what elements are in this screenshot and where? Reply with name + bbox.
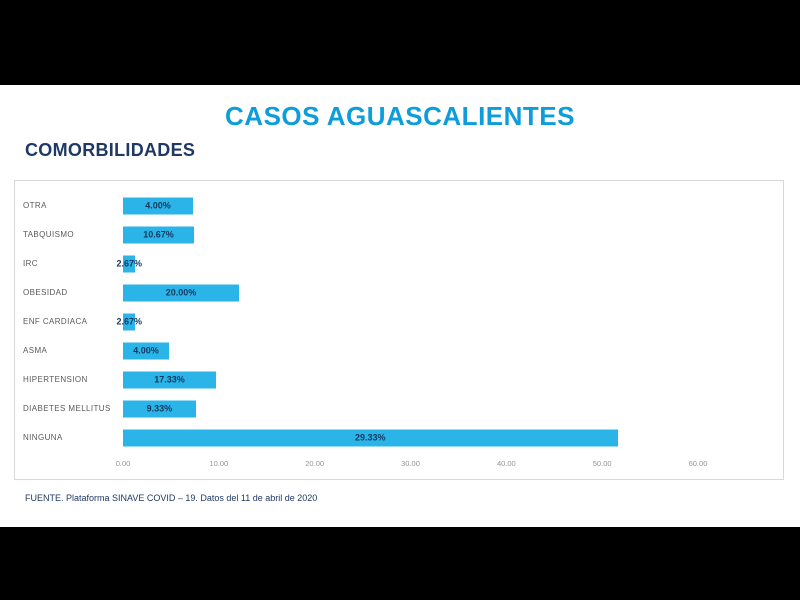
slide: CASOS AGUASCALIENTES COMORBILIDADES OTRA… — [0, 85, 800, 527]
chart-row: OBESIDAD 20.00% — [23, 278, 775, 307]
bar-enf-cardiaca: 2.67% — [116, 313, 142, 330]
plot-track: 9.33% — [123, 394, 698, 423]
category-label: HIPERTENSION — [23, 375, 88, 384]
bar-tabquismo: 10.67% — [123, 226, 194, 243]
bar-otra: 4.00% — [123, 197, 193, 214]
category-label: DIABETES MELLITUS — [23, 404, 111, 413]
chart-row: HIPERTENSION 17.33% — [23, 365, 775, 394]
category-label: OBESIDAD — [23, 288, 68, 297]
plot-track: 10.67% — [123, 220, 698, 249]
chart-row: TABQUISMO 10.67% — [23, 220, 775, 249]
x-tick-label: 10.00 — [209, 459, 229, 468]
x-tick-label: 60.00 — [688, 459, 708, 468]
data-label: 4.00% — [145, 200, 171, 211]
chart-row: DIABETES MELLITUS 9.33% — [23, 394, 775, 423]
data-label: 17.33% — [154, 374, 185, 385]
chart-row: OTRA 4.00% — [23, 191, 775, 220]
data-label: 4.00% — [133, 345, 159, 356]
category-label: IRC — [23, 259, 38, 268]
plot-track: 4.00% — [123, 336, 698, 365]
comorbidities-bar-chart: OTRA 4.00% TABQUISMO 10.67% IRC 2.67% OBESIDAD… — [14, 180, 784, 480]
bar-hipertension: 17.33% — [123, 371, 216, 388]
x-tick-label: 50.00 — [592, 459, 612, 468]
data-label: 20.00% — [165, 287, 197, 298]
x-axis: 0.00 10.00 20.00 30.00 40.00 50.00 60.00 — [116, 459, 708, 471]
chart-row: IRC 2.67% — [23, 249, 775, 278]
category-label: ENF CARDIACA — [23, 317, 88, 326]
category-label: NINGUNA — [23, 433, 63, 442]
chart-plot-area: OTRA 4.00% TABQUISMO 10.67% IRC 2.67% OBESIDAD… — [23, 191, 775, 451]
chart-row: NINGUNA 29.33% — [23, 423, 775, 452]
bar-asma: 4.00% — [123, 342, 169, 359]
x-tick-label: 20.00 — [305, 459, 325, 468]
data-label: 2.67% — [116, 258, 142, 269]
data-label: 2.67% — [116, 316, 142, 327]
data-label: 9.33% — [146, 403, 173, 414]
data-label: 29.33% — [354, 432, 386, 443]
source-note: FUENTE. Plataforma SINAVE COVID – 19. Da… — [25, 493, 318, 503]
data-label: 10.67% — [143, 229, 174, 240]
category-label: ASMA — [23, 346, 48, 355]
plot-track: 17.33% — [123, 365, 698, 394]
plot-track: 29.33% — [123, 423, 698, 452]
slide-title: CASOS AGUASCALIENTES — [225, 101, 575, 131]
x-tick-label: 40.00 — [496, 459, 516, 468]
section-heading: COMORBILIDADES — [25, 140, 196, 160]
x-tick-label: 30.00 — [401, 459, 420, 468]
bar-obesidad: 20.00% — [123, 284, 239, 301]
category-label: OTRA — [23, 201, 47, 210]
chart-row: ENF CARDIACA 2.67% — [23, 307, 775, 336]
category-label: TABQUISMO — [23, 230, 75, 239]
bar-irc: 2.67% — [116, 255, 142, 272]
x-tick-label: 0.00 — [115, 459, 131, 468]
plot-track: 4.00% — [123, 191, 698, 220]
chart-row: ASMA 4.00% — [23, 336, 775, 365]
bar-ninguna: 29.33% — [123, 429, 618, 446]
bar-diabetes-mellitus: 9.33% — [123, 400, 196, 417]
plot-track: 20.00% — [123, 278, 698, 307]
plot-track: 2.67% — [116, 249, 698, 278]
plot-track: 2.67% — [116, 307, 698, 336]
